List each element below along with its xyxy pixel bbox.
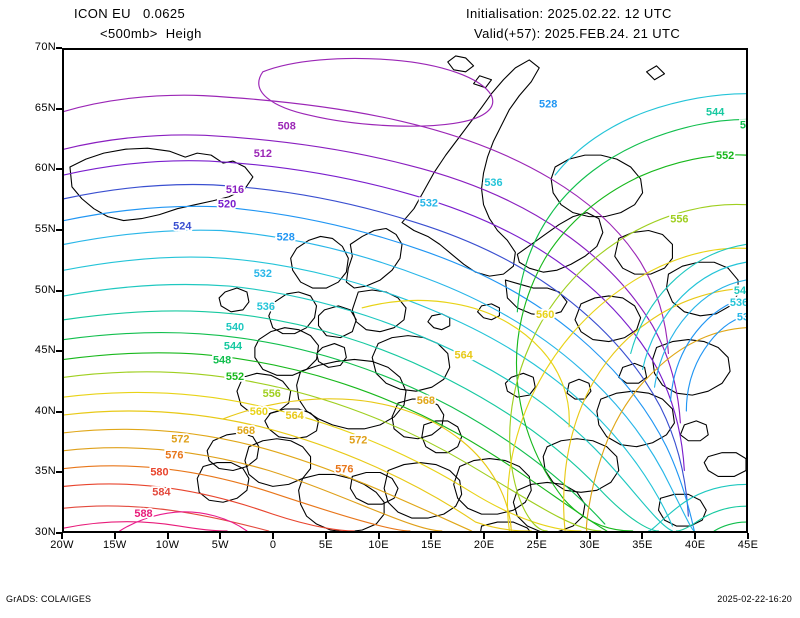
lon-tick-0: 0 bbox=[269, 539, 277, 551]
contour-label-564: 564 bbox=[455, 349, 473, 361]
lon-tick-mark bbox=[272, 533, 275, 539]
lon-tick-15W: 15W bbox=[103, 539, 127, 551]
contour-label-556: 556 bbox=[670, 214, 688, 226]
lon-tick-mark bbox=[483, 533, 486, 539]
lat-tick-mark bbox=[56, 471, 62, 474]
lon-tick-5E: 5E bbox=[318, 539, 333, 551]
contour-label-528: 528 bbox=[539, 99, 557, 111]
lat-tick-50N: 50N bbox=[34, 283, 56, 296]
contour-label-536: 536 bbox=[484, 177, 502, 189]
lon-tick-10W: 10W bbox=[155, 539, 180, 551]
contour-label-540: 540 bbox=[734, 285, 746, 297]
lon-tick-10E: 10E bbox=[368, 539, 389, 551]
contour-label-516: 516 bbox=[226, 184, 244, 196]
lon-tick-mark bbox=[747, 533, 749, 539]
lat-tick-30N: 30N bbox=[34, 526, 56, 538]
contour-label-568: 568 bbox=[237, 425, 255, 437]
contour-label-532: 532 bbox=[254, 268, 272, 280]
contour-label-512: 512 bbox=[254, 148, 272, 160]
lon-tick-mark bbox=[430, 533, 433, 539]
lat-tick-65N: 65N bbox=[34, 101, 56, 114]
lon-tick-mark bbox=[377, 533, 380, 539]
contour-label-524: 524 bbox=[173, 221, 191, 233]
contour-layer bbox=[64, 57, 746, 531]
contour-label-508: 508 bbox=[278, 120, 296, 132]
lon-tick-20W: 20W bbox=[50, 539, 74, 551]
valid-time-label: Valid(+57): 2025.FEB.24. 21 UTC bbox=[474, 26, 681, 41]
contour-label-560: 560 bbox=[536, 309, 554, 321]
contour-label-568: 568 bbox=[417, 395, 435, 407]
lon-tick-20E: 20E bbox=[473, 539, 495, 551]
lon-tick-35E: 35E bbox=[632, 539, 653, 551]
lon-tick-mark bbox=[61, 533, 63, 539]
lon-tick-30E: 30E bbox=[579, 539, 600, 551]
lat-tick-mark bbox=[56, 289, 62, 292]
contour-label-576: 576 bbox=[165, 450, 183, 462]
contour-label-520: 520 bbox=[218, 199, 236, 211]
lat-tick-40N: 40N bbox=[34, 404, 56, 417]
model-title: ICON EU 0.0625 bbox=[74, 6, 186, 21]
lat-tick-mark bbox=[56, 47, 62, 49]
contour-label-564: 564 bbox=[286, 410, 304, 422]
lon-tick-5W: 5W bbox=[211, 539, 229, 551]
lat-tick-mark bbox=[56, 168, 62, 171]
contour-label-532: 532 bbox=[420, 198, 438, 210]
lon-tick-25E: 25E bbox=[526, 539, 548, 551]
contour-label-588: 588 bbox=[134, 508, 152, 520]
lat-tick-35N: 35N bbox=[34, 465, 56, 478]
lon-tick-45E: 45E bbox=[737, 539, 759, 551]
lon-tick-mark bbox=[324, 533, 327, 539]
lon-tick-mark bbox=[535, 533, 538, 539]
lon-tick-mark bbox=[113, 533, 116, 539]
contour-label-layer: 5085125165205245285325365405445485525565… bbox=[133, 97, 746, 522]
contour-label-544: 544 bbox=[706, 106, 724, 118]
initialisation-label: Initialisation: 2025.02.22. 12 UTC bbox=[466, 6, 672, 21]
lon-tick-mark bbox=[588, 533, 591, 539]
contour-map: 5085125165205245285325365405445485525565… bbox=[64, 55, 746, 531]
lat-tick-60N: 60N bbox=[34, 162, 56, 175]
lon-tick-mark bbox=[219, 533, 222, 539]
contour-label-548: 548 bbox=[740, 119, 746, 131]
contour-label-580: 580 bbox=[150, 466, 168, 478]
contour-label-528: 528 bbox=[277, 231, 295, 243]
level-title: <500mb> Heigh bbox=[100, 26, 202, 41]
contour-label-536: 536 bbox=[730, 297, 746, 309]
contour-label-584: 584 bbox=[152, 486, 170, 498]
contour-plot-frame: 508 512 516 520 524 528 532 536 540 544 548 552 556 5… bbox=[62, 48, 748, 533]
contour-label-572: 572 bbox=[349, 435, 367, 447]
contour-label-572: 572 bbox=[171, 434, 189, 446]
lon-tick-15E: 15E bbox=[421, 539, 442, 551]
lon-tick-mark bbox=[641, 533, 644, 539]
lat-tick-45N: 45N bbox=[34, 344, 56, 357]
contour-label-552: 552 bbox=[226, 371, 244, 383]
contour-label-540: 540 bbox=[226, 322, 244, 334]
coastline-layer bbox=[69, 55, 746, 531]
contour-label-576: 576 bbox=[335, 463, 353, 475]
contour-label-556: 556 bbox=[263, 388, 281, 400]
contour-label-544: 544 bbox=[224, 341, 242, 353]
lon-tick-40E: 40E bbox=[684, 539, 706, 551]
lat-tick-mark bbox=[56, 228, 62, 231]
lat-tick-mark bbox=[56, 532, 62, 534]
contour-label-560: 560 bbox=[250, 406, 268, 418]
lat-tick-70N: 70N bbox=[34, 41, 56, 53]
render-timestamp: 2025-02-22-16:20 bbox=[717, 594, 792, 604]
contour-label-552: 552 bbox=[716, 150, 734, 162]
lon-tick-mark bbox=[166, 533, 169, 539]
lat-tick-mark bbox=[56, 410, 62, 413]
grads-credit: GrADS: COLA/IGES bbox=[6, 594, 92, 604]
lat-tick-mark bbox=[56, 107, 62, 110]
lat-tick-mark bbox=[56, 350, 62, 353]
lat-tick-55N: 55N bbox=[34, 222, 56, 235]
contour-label-532: 532 bbox=[737, 312, 746, 324]
contour-label-536: 536 bbox=[257, 301, 275, 313]
lon-tick-mark bbox=[694, 533, 697, 539]
contour-label-548: 548 bbox=[213, 354, 231, 366]
